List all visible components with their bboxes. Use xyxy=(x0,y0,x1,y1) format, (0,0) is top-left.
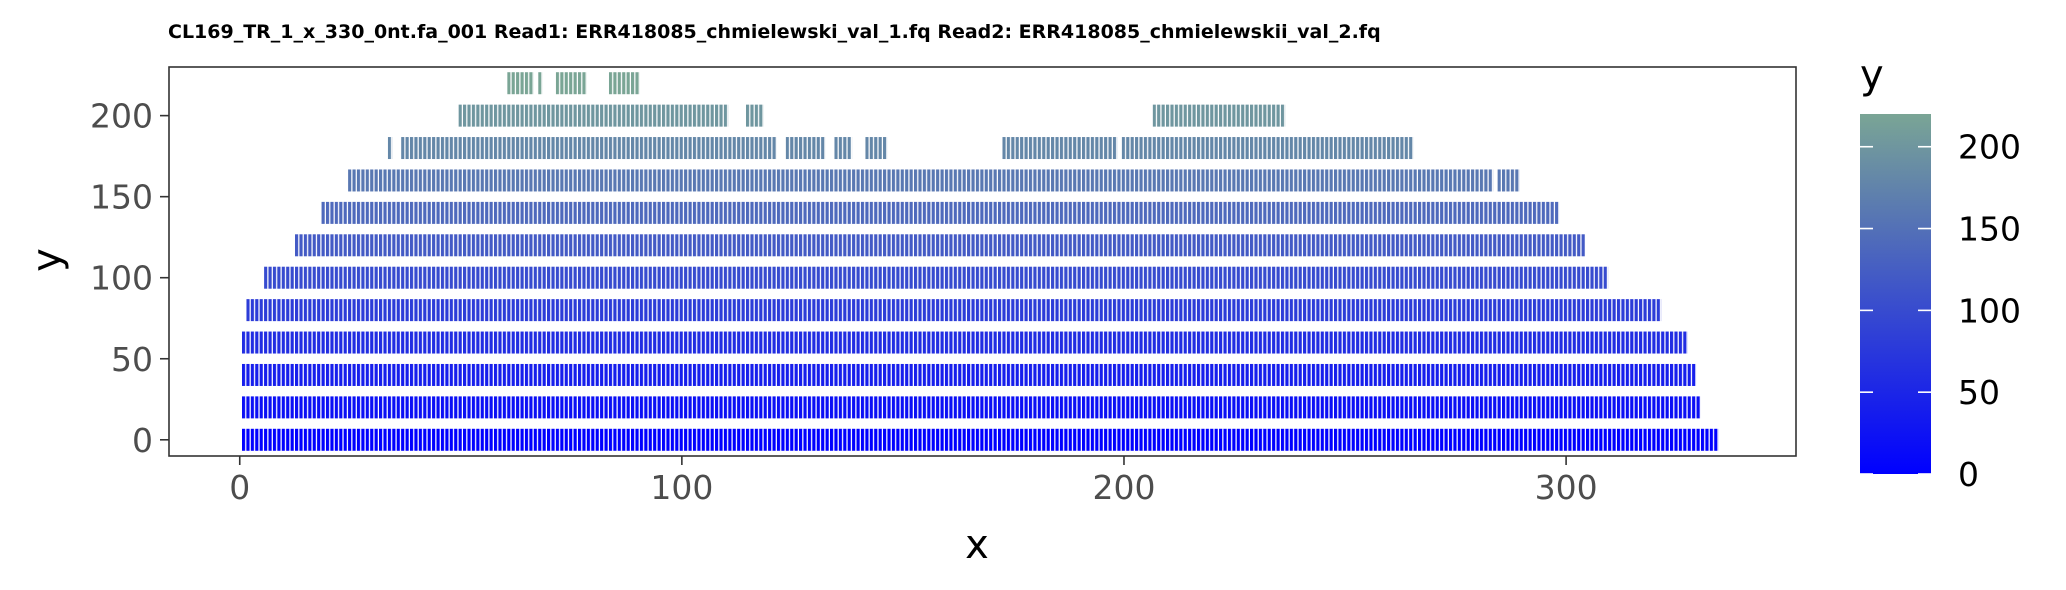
data-segment-y200-x50-110 xyxy=(459,105,729,127)
data-row-y-0 xyxy=(242,429,1719,451)
data-segment-y180-x37-121 xyxy=(401,137,777,159)
data-row-y-120 xyxy=(295,234,1586,256)
x-tick-label-300: 300 xyxy=(1535,468,1598,507)
data-segment-y220-x72-78 xyxy=(556,72,587,94)
y-axis: 0 50 100 150 200 xyxy=(90,97,169,460)
data-segment-y180-x124-132 xyxy=(786,137,826,159)
data-segment-y180-x34-34 xyxy=(388,137,392,159)
y-tick-label-0: 0 xyxy=(132,421,153,460)
data-segment-y220-x84-90 xyxy=(609,72,640,94)
data-row-y-40 xyxy=(242,364,1697,386)
data-segment-y0-x1-334 xyxy=(242,429,1719,451)
x-tick-label-200: 200 xyxy=(1092,468,1155,507)
data-segment-y220-x68-68 xyxy=(538,72,542,94)
data-segment-y20-x1-330 xyxy=(242,396,1701,418)
data-segment-y160-x25-283 xyxy=(348,169,1493,191)
data-row-y-200 xyxy=(459,105,1286,127)
legend-label-50: 50 xyxy=(1958,373,2000,412)
x-tick-label-0: 0 xyxy=(229,468,250,507)
x-tick-label-100: 100 xyxy=(650,468,713,507)
data-segment-y180-x200-265 xyxy=(1122,137,1414,159)
y-tick-label-150: 150 xyxy=(90,178,153,217)
x-axis: 0 100 200 300 xyxy=(229,456,1597,507)
legend-label-200: 200 xyxy=(1958,128,2021,167)
y-tick-label-100: 100 xyxy=(90,259,153,298)
data-marks xyxy=(242,72,1719,451)
data-row-y-140 xyxy=(322,202,1560,224)
data-segment-y140-x19-298 xyxy=(322,202,1560,224)
data-segment-y180-x173-198 xyxy=(1002,137,1117,159)
legend-colorbar xyxy=(1860,114,1931,474)
legend-label-0: 0 xyxy=(1958,455,1979,494)
x-axis-title: x xyxy=(965,522,989,568)
data-segment-y120-x13-304 xyxy=(295,234,1586,256)
y-tick-label-50: 50 xyxy=(111,340,153,379)
color-legend: y 0 50 100 150 200 xyxy=(1860,52,2021,494)
data-row-y-100 xyxy=(264,267,1608,289)
data-segment-y100-x6-309 xyxy=(264,267,1608,289)
data-segment-y200-x115-118 xyxy=(746,105,764,127)
legend-label-100: 100 xyxy=(1958,291,2021,330)
data-segment-y40-x1-329 xyxy=(242,364,1697,386)
data-row-y-20 xyxy=(242,396,1701,418)
plot-area xyxy=(169,67,1796,456)
chart-title: CL169_TR_1_x_330_0nt.fa_001 Read1: ERR41… xyxy=(168,21,1381,43)
data-segment-y60-x1-327 xyxy=(242,332,1688,354)
data-segment-y180-x142-146 xyxy=(865,137,887,159)
legend-title: y xyxy=(1860,52,1884,98)
data-segment-y220-x61-66 xyxy=(507,72,534,94)
data-row-y-160 xyxy=(348,169,1520,191)
data-row-y-220 xyxy=(507,72,640,94)
data-segment-y80-x2-321 xyxy=(246,299,1661,321)
data-row-y-180 xyxy=(388,137,1414,159)
legend-label-150: 150 xyxy=(1958,210,2021,249)
y-axis-title: y xyxy=(24,248,70,272)
data-segment-y200-x207-236 xyxy=(1153,105,1286,127)
y-tick-label-200: 200 xyxy=(90,97,153,136)
data-segment-y160-x285-289 xyxy=(1498,169,1520,191)
data-row-y-60 xyxy=(242,332,1688,354)
data-segment-y180-x135-138 xyxy=(834,137,852,159)
data-row-y-80 xyxy=(246,299,1661,321)
